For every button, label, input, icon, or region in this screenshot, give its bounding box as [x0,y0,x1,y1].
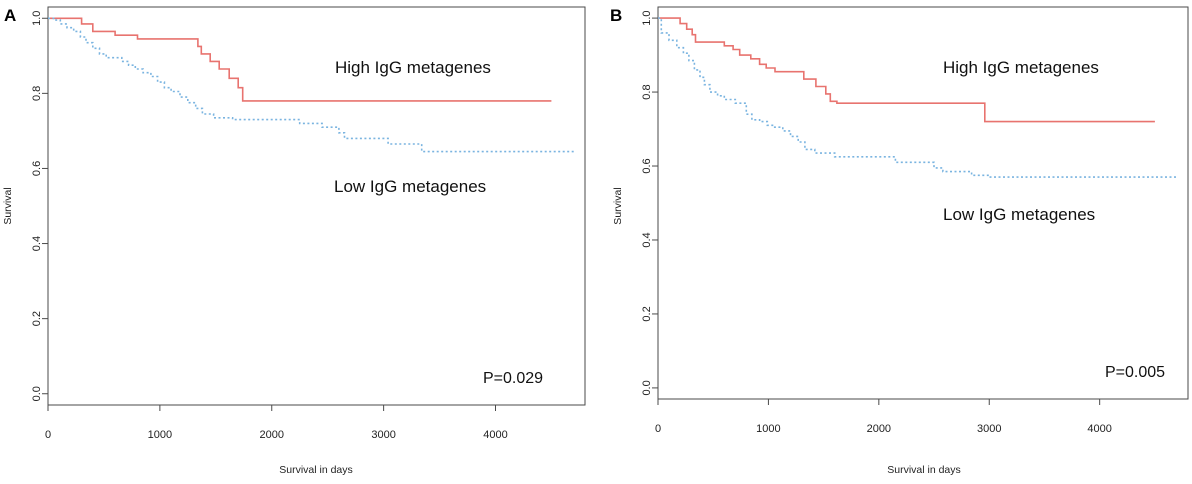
x-axis-label-a: Survival in days [279,464,353,476]
y-tick-label-b: 0.6 [641,158,653,173]
y-tick-label-a: 0.4 [31,236,43,251]
y-tick-label-a: 0.2 [31,311,43,326]
low-igg-curve-b [658,17,1177,178]
y-tick-label-a: 1.0 [31,11,43,26]
y-tick-label-a: 0.8 [31,86,43,101]
y-tick-label-b: 0.2 [641,306,653,321]
y-tick-label-b: 0.8 [641,84,653,99]
y-axis-a: 0.0 0.2 0.4 0.6 0.8 1.0 [31,11,48,401]
x-tick-label-a: 1000 [148,429,172,441]
x-axis-a: 0 1000 2000 3000 4000 [45,405,508,441]
x-axis-label-b: Survival in days [887,464,961,476]
annotation-high-igg-a: High IgG metagenes [335,58,491,77]
y-tick-label-b: 1.0 [641,10,653,25]
panel-letter-a: A [4,6,16,25]
x-tick-label-b: 1000 [756,423,780,435]
plot-frame-a [47,6,586,406]
panel-a: A 0 1000 2000 3000 4000 0.0 0.2 0.4 0.6 0.8 1.0 H… [2,6,586,476]
x-tick-label-a: 0 [45,429,51,441]
y-axis-label-a: Survival [2,187,14,224]
high-igg-curve-b [658,17,1155,123]
annotation-low-igg-b: Low IgG metagenes [943,205,1095,224]
y-tick-label-b: 0.0 [641,380,653,395]
curves-a [48,17,574,153]
x-tick-label-a: 2000 [260,429,284,441]
plot-frame-b [657,6,1189,400]
curves-b [658,17,1177,178]
p-value-b: P=0.005 [1105,364,1165,381]
y-axis-label-b: Survival [612,187,624,224]
y-tick-label-b: 0.4 [641,232,653,247]
y-tick-label-a: 0.0 [31,386,43,401]
x-tick-label-a: 3000 [371,429,395,441]
x-tick-label-b: 2000 [867,423,891,435]
x-tick-label-b: 4000 [1087,423,1111,435]
low-igg-curve-a [48,17,574,153]
x-tick-label-b: 3000 [977,423,1001,435]
x-axis-b: 0 1000 2000 3000 4000 [655,399,1112,435]
y-tick-label-a: 0.6 [31,161,43,176]
x-tick-label-a: 4000 [483,429,507,441]
panel-letter-b: B [610,6,622,25]
panel-b: B 0 1000 2000 3000 4000 0.0 0.2 0.4 0.6 0.8 1.0 H… [610,6,1189,476]
p-value-a: P=0.029 [483,370,543,387]
annotation-high-igg-b: High IgG metagenes [943,58,1099,77]
x-tick-label-b: 0 [655,423,661,435]
y-axis-b: 0.0 0.2 0.4 0.6 0.8 1.0 [641,10,658,396]
annotation-low-igg-a: Low IgG metagenes [334,177,486,196]
high-igg-curve-a [48,17,552,102]
